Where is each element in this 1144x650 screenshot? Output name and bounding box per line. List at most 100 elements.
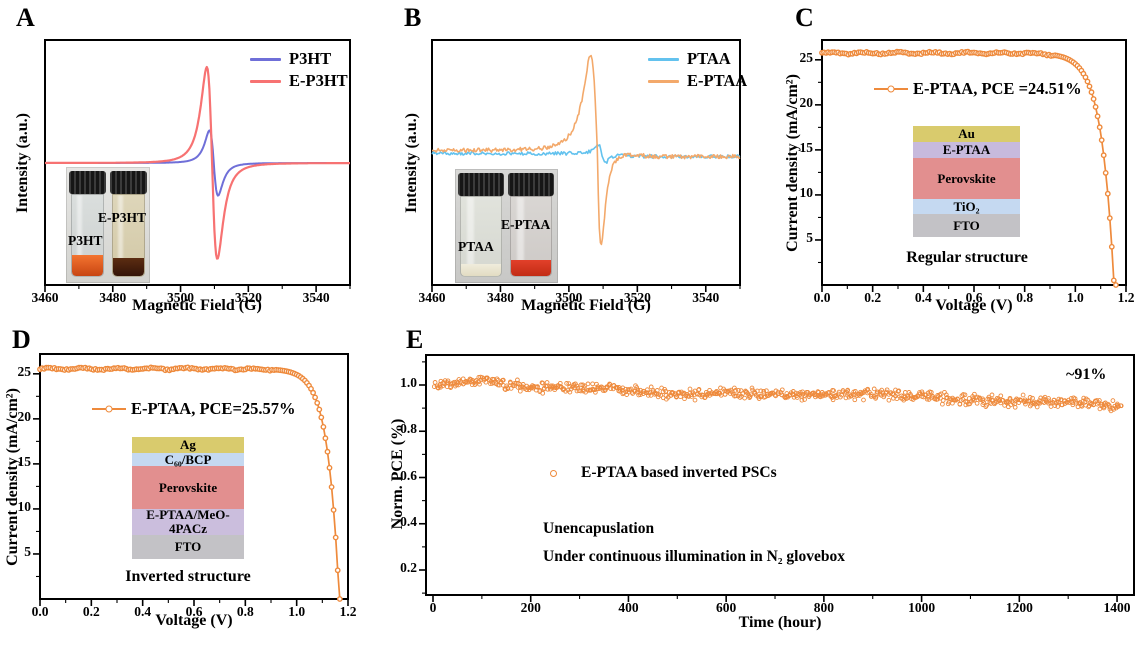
tick-label: 0.6 (965, 290, 983, 305)
stack-layer: Au (913, 126, 1020, 142)
tick-label: 0 (429, 600, 437, 615)
legend-a: P3HT E-P3HT (250, 48, 348, 92)
stack-layer: FTO (132, 535, 244, 559)
vial-label-e-p3ht: E-P3HT (98, 210, 147, 225)
tick-label: 1.2 (339, 604, 357, 619)
vial-e-p3ht (110, 171, 147, 279)
vial-cap (110, 171, 147, 194)
tick-label: 0.2 (82, 604, 100, 619)
vial-cap (458, 173, 504, 196)
e-p3ht-solution (113, 258, 144, 276)
panel-d-xlabel: Voltage (V) (155, 612, 233, 629)
panel-a-label: A (16, 3, 35, 32)
tick-label: 0.0 (31, 604, 49, 619)
stack-layer: C₆₀/BCP (132, 452, 244, 466)
legend-label: E-PTAA, PCE =24.51% (913, 79, 1082, 98)
legend-item-e-ptaa: E-PTAA (648, 70, 747, 92)
tick-label: 600 (716, 600, 737, 615)
tick-label: 3460 (418, 290, 446, 305)
tick-label: 3540 (302, 290, 330, 305)
tick-label: 25 (799, 49, 814, 65)
panel-e-xlabel: Time (hour) (738, 614, 822, 631)
panel-c-label: C (795, 3, 814, 32)
tick-label: 20 (17, 408, 32, 424)
tick-label: 15 (799, 139, 814, 155)
tick-label: 10 (17, 498, 32, 514)
panel-b-label: B (404, 3, 422, 32)
tick-label: 200 (520, 600, 541, 615)
tick-label: 0.8 (400, 421, 417, 437)
legend-item-p3ht: P3HT (250, 48, 348, 70)
tick-label: 800 (813, 600, 834, 615)
retention-annotation: ~91% (1066, 366, 1107, 383)
tick-label: 10 (799, 184, 814, 200)
jv-line-swatch (92, 405, 126, 413)
vial-body (460, 196, 502, 277)
tick-label: 3520 (234, 290, 262, 305)
vial-body (71, 194, 104, 277)
panel-a-xlabel: Magnetic Field (G) (132, 297, 262, 314)
p3ht-line-swatch (250, 57, 281, 61)
glass-highlight (517, 197, 525, 276)
tick-label: 1.0 (400, 375, 417, 390)
vial-body (510, 196, 552, 277)
tick-label: 0.2 (864, 290, 882, 305)
panel-b-ylabel: Intensity (a.u.) (403, 112, 420, 214)
stack-caption-regular: Regular structure (906, 249, 1028, 266)
tick-label: 3540 (692, 290, 720, 305)
e-p3ht-line-swatch (250, 79, 281, 83)
glass-highlight (467, 197, 475, 276)
vial-ptaa (458, 173, 504, 279)
tick-label: 15 (17, 453, 32, 469)
vial-cap (508, 173, 554, 196)
jv-marker-icon (887, 85, 895, 93)
legend-item-e-p3ht: E-P3HT (250, 70, 348, 92)
tick-label: 3480 (486, 290, 514, 305)
tick-label: 0.6 (400, 467, 417, 483)
device-stack-inverted: Ag C₆₀/BCP Perovskite E-PTAA/MeO- 4PACz FTO (132, 437, 244, 559)
legend-label: PTAA (687, 49, 731, 68)
e-ptaa-solution (511, 260, 551, 276)
vial-label-p3ht: P3HT (68, 233, 103, 248)
tick-label: 20 (799, 94, 814, 110)
glass-highlight (76, 195, 83, 276)
tick-label: 5 (24, 543, 31, 559)
p3ht-solution (72, 255, 103, 276)
legend-label: E-PTAA, PCE=25.57% (131, 399, 296, 418)
tick-label: 0.8 (1016, 290, 1034, 305)
tick-label: 1.0 (1066, 290, 1084, 305)
tick-label: 400 (618, 600, 639, 615)
tick-label: 3500 (167, 290, 195, 305)
tick-label: 0.6 (185, 604, 203, 619)
stack-layer: Ag (132, 437, 244, 453)
ptaa-solution (461, 264, 501, 276)
stack-layer: Perovskite (913, 158, 1020, 199)
tick-label: 5 (806, 229, 813, 245)
tick-label: 3460 (31, 290, 59, 305)
tick-label: 1400 (1103, 600, 1131, 615)
tick-label: 0.4 (400, 513, 417, 529)
tick-label: 3500 (555, 290, 583, 305)
e-ptaa-line-swatch (648, 79, 679, 83)
tick-label: 1.0 (288, 604, 306, 619)
panel-b-xlabel: Magnetic Field (G) (521, 297, 651, 314)
ptaa-line-swatch (648, 57, 679, 61)
legend-c: E-PTAA, PCE =24.51% (874, 79, 1082, 99)
legend-b: PTAA E-PTAA (648, 48, 747, 92)
stack-layer: FTO (913, 214, 1020, 237)
note-illumination: Under continuous illumination in N₂ glov… (543, 548, 845, 565)
legend-label: E-PTAA based inverted PSCs (581, 464, 777, 481)
vial-body (112, 194, 145, 277)
vial-e-ptaa (508, 173, 554, 279)
panel-e-label: E (406, 325, 424, 354)
vial-photo-ptaa: PTAA E-PTAA (455, 169, 558, 283)
tick-label: 1000 (908, 600, 936, 615)
legend-item-ptaa: PTAA (648, 48, 747, 70)
scatter-marker-icon (550, 469, 557, 477)
tick-label: 3480 (99, 290, 127, 305)
panel-c-xlabel: Voltage (V) (935, 297, 1013, 314)
stack-layer: Perovskite (132, 466, 244, 509)
tick-label: 3520 (623, 290, 651, 305)
